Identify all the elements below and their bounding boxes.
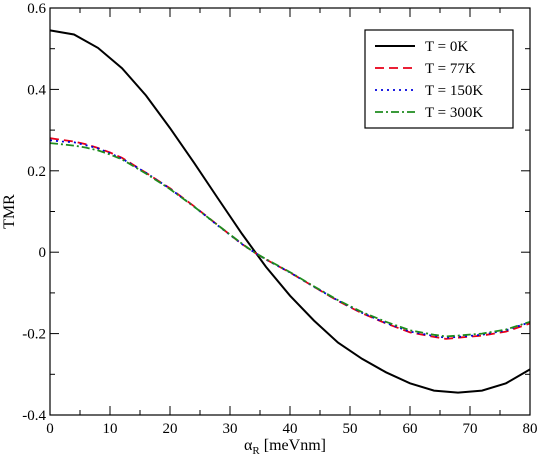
x-tick-label: 20 bbox=[163, 421, 178, 437]
x-axis-label-sub: R bbox=[252, 445, 260, 457]
legend: T = 0K T = 77K T = 150K T = 300K bbox=[364, 29, 514, 129]
legend-label-0: T = 0K bbox=[425, 39, 468, 55]
x-tick-label: 80 bbox=[523, 421, 538, 437]
x-tick-label: 30 bbox=[223, 421, 238, 437]
legend-label-3: T = 300K bbox=[425, 105, 483, 121]
y-tick-label: 0.4 bbox=[27, 82, 46, 98]
series-line-0 bbox=[49, 29, 531, 394]
y-tick-label: -0.4 bbox=[22, 408, 46, 424]
y-tick-label: 0.6 bbox=[27, 1, 46, 17]
x-tick-label: 10 bbox=[103, 421, 118, 437]
y-tick-label: 0.2 bbox=[27, 164, 46, 180]
x-tick-label: 0 bbox=[46, 421, 54, 437]
x-tick-label: 70 bbox=[463, 421, 478, 437]
ticks-layer: 0 10 20 30 40 50 60 70 80 -0.4 -0.2 0 0.2 0.4 0.6 bbox=[22, 1, 537, 437]
y-tick-label: -0.2 bbox=[22, 327, 46, 343]
series-line-3 bbox=[49, 142, 531, 338]
legend-label-1: T = 77K bbox=[425, 61, 476, 77]
x-axis-label-unit: [meVnm] bbox=[260, 437, 326, 454]
x-tick-label: 60 bbox=[403, 421, 418, 437]
y-tick-label: 0 bbox=[39, 245, 47, 261]
series-layer bbox=[49, 29, 531, 394]
x-axis-label: αR [meVnm] bbox=[244, 437, 326, 457]
x-tick-label: 50 bbox=[343, 421, 358, 437]
series-line-2 bbox=[49, 139, 531, 339]
legend-label-2: T = 150K bbox=[425, 83, 483, 99]
series-line-1 bbox=[49, 137, 531, 340]
x-axis-label-main: α bbox=[244, 437, 253, 454]
x-tick-label: 40 bbox=[283, 421, 298, 437]
y-axis-label: TMR bbox=[1, 194, 18, 229]
